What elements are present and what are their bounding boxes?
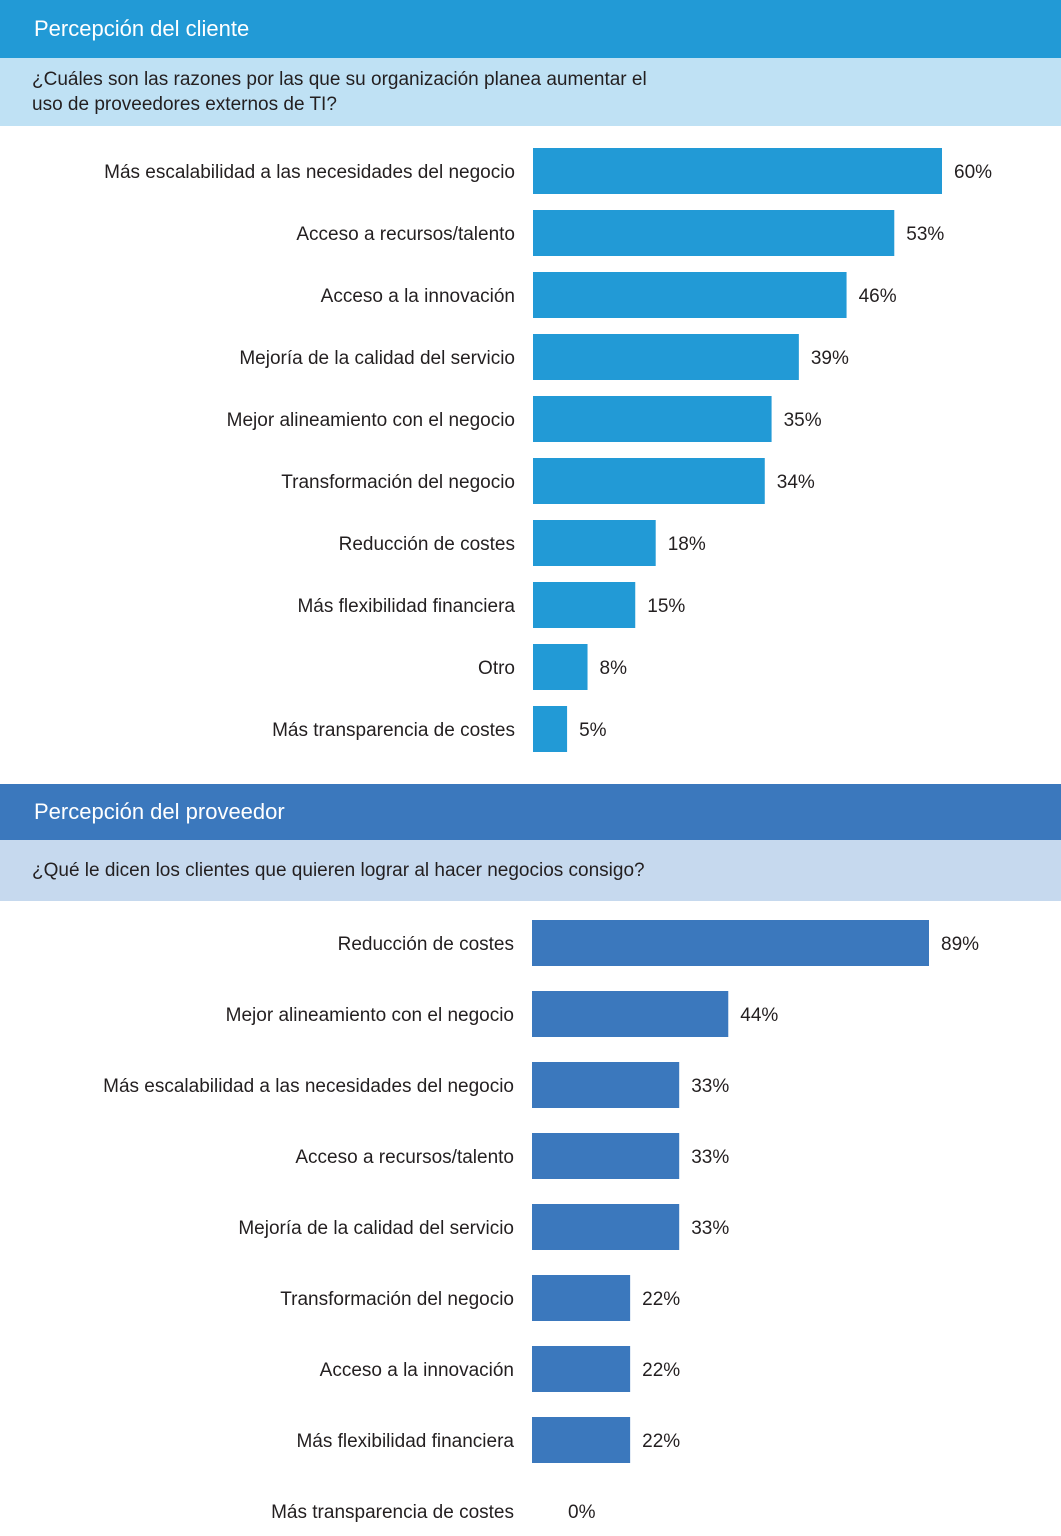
category-label: Mejoría de la calidad del servicio: [239, 348, 515, 369]
value-label: 15%: [647, 596, 685, 617]
value-label: 33%: [691, 1076, 729, 1097]
value-label: 89%: [941, 934, 979, 955]
bar: [533, 458, 765, 504]
bar: [533, 706, 568, 752]
provider-question-text: ¿Qué le dicen los clientes que quieren l…: [32, 860, 645, 881]
bar: [532, 1346, 631, 1392]
client-section-title: Percepción del cliente: [34, 16, 250, 41]
bar: [532, 1062, 680, 1108]
client-section-header: Percepción del cliente: [0, 0, 1061, 58]
category-label: Acceso a la innovación: [320, 1360, 514, 1381]
value-label: 18%: [668, 534, 706, 555]
value-label: 35%: [784, 410, 822, 431]
category-label: Mejor alineamiento con el negocio: [226, 1005, 514, 1026]
bar: [532, 920, 929, 966]
category-label: Acceso a recursos/talento: [295, 1147, 514, 1168]
category-label: Transformación del negocio: [280, 1289, 514, 1310]
value-label: 5%: [579, 720, 607, 741]
bar: [532, 1275, 631, 1321]
bar: [533, 210, 895, 256]
value-label: 0%: [568, 1502, 596, 1523]
bar: [533, 334, 799, 380]
value-label: 33%: [691, 1147, 729, 1168]
category-label: Acceso a recursos/talento: [296, 224, 515, 245]
value-label: 22%: [642, 1431, 680, 1452]
category-label: Transformación del negocio: [281, 472, 515, 493]
category-label: Mejor alineamiento con el negocio: [227, 410, 515, 431]
bar: [533, 582, 636, 628]
bar: [533, 272, 847, 318]
client-question-banner: ¿Cuáles son las razones por las que su o…: [0, 58, 1061, 126]
value-label: 22%: [642, 1289, 680, 1310]
provider-section-title: Percepción del proveedor: [34, 799, 285, 824]
bar: [533, 644, 588, 690]
value-label: 53%: [906, 224, 944, 245]
category-label: Otro: [478, 658, 515, 679]
bar: [532, 1133, 680, 1179]
bar: [533, 148, 942, 194]
bar: [532, 991, 729, 1037]
bar: [532, 1204, 680, 1250]
client-question-text: ¿Cuáles son las razones por las que su o…: [32, 69, 647, 115]
value-label: 44%: [740, 1005, 778, 1026]
category-label: Mejoría de la calidad del servicio: [238, 1218, 514, 1239]
value-label: 33%: [691, 1218, 729, 1239]
bar: [533, 396, 772, 442]
client-bar-chart: Más escalabilidad a las necesidades del …: [104, 148, 992, 752]
value-label: 39%: [811, 348, 849, 369]
provider-question-banner: ¿Qué le dicen los clientes que quieren l…: [0, 840, 1061, 901]
value-label: 8%: [600, 658, 628, 679]
category-label: Más transparencia de costes: [271, 1502, 514, 1523]
value-label: 22%: [642, 1360, 680, 1381]
category-label: Más flexibilidad financiera: [296, 1431, 514, 1452]
category-label: Acceso a la innovación: [321, 286, 515, 307]
category-label: Más escalabilidad a las necesidades del …: [104, 162, 515, 183]
provider-bar-chart: Reducción de costes 89% Mejor alineamiento…: [103, 920, 979, 1523]
category-label: Más escalabilidad a las necesidades del …: [103, 1076, 514, 1097]
category-label: Reducción de costes: [338, 934, 514, 955]
provider-section-header: Percepción del proveedor: [0, 784, 1061, 840]
category-label: Más flexibilidad financiera: [297, 596, 515, 617]
bar: [532, 1417, 631, 1463]
value-label: 60%: [954, 162, 992, 183]
value-label: 46%: [859, 286, 897, 307]
category-label: Más transparencia de costes: [272, 720, 515, 741]
value-label: 34%: [777, 472, 815, 493]
bar: [533, 520, 656, 566]
category-label: Reducción de costes: [339, 534, 515, 555]
